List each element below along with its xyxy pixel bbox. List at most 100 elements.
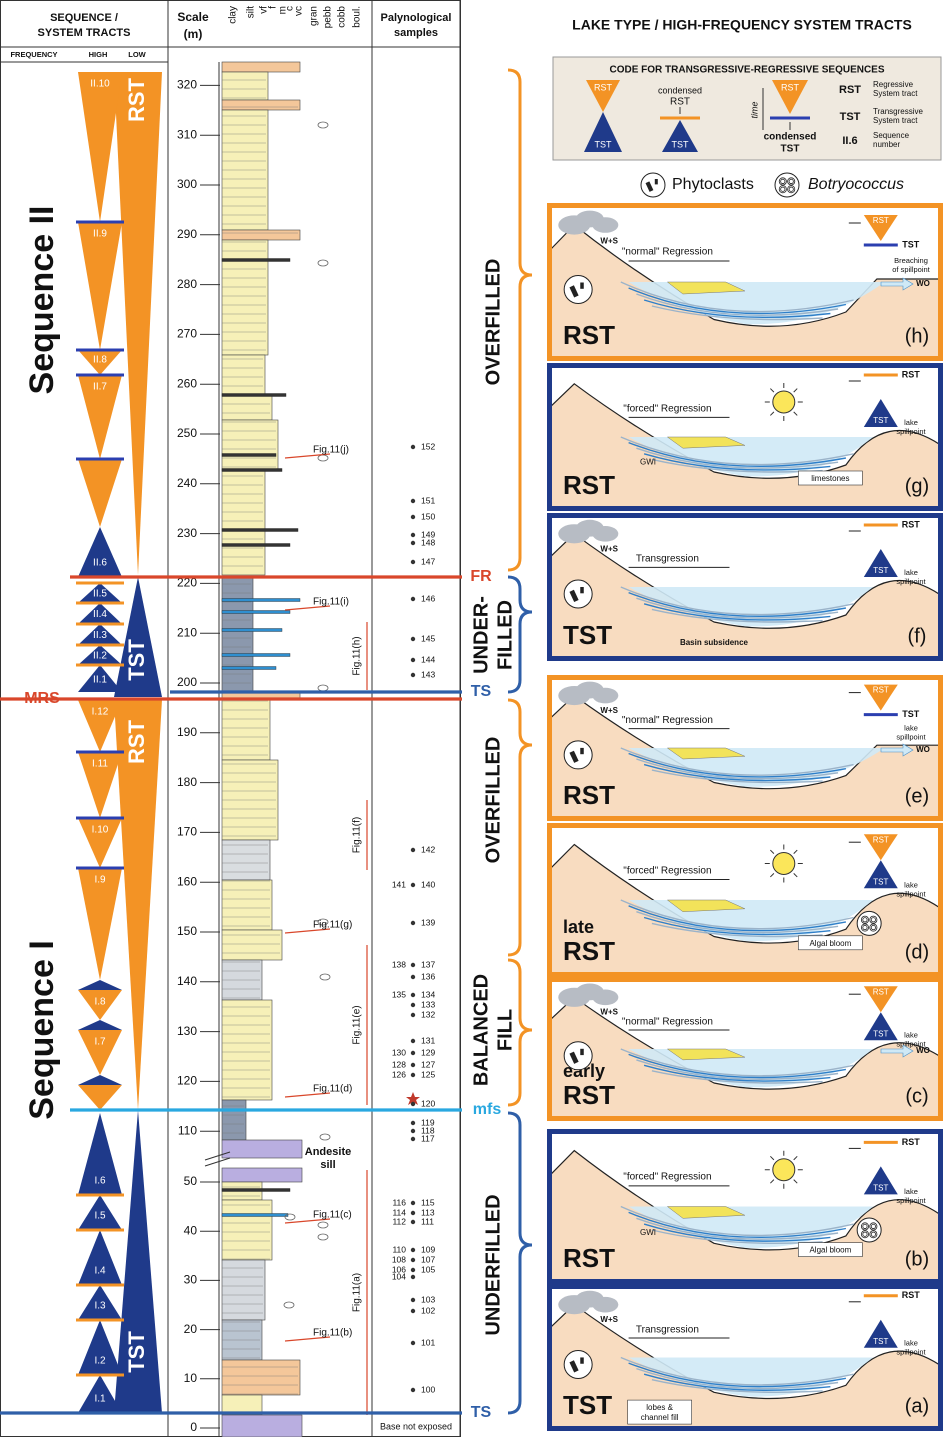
icon-label: Botryococcus (808, 176, 904, 193)
bed (222, 230, 300, 240)
panel-tract: RST (563, 936, 615, 966)
panel-note: channel fill (641, 1413, 679, 1422)
legend-title: CODE FOR TRANSGRESSIVE-REGRESSIVE SEQUEN… (609, 65, 884, 76)
sill-label: Andesite (305, 1146, 351, 1158)
botryococcus-icon (857, 911, 881, 935)
sample-label: 136 (421, 971, 435, 981)
phytoclast-icon (655, 179, 658, 184)
phytoclast-icon (564, 276, 592, 304)
sample-dot (411, 1220, 415, 1224)
header: LAKE TYPE / HIGH-FREQUENCY SYSTEM TRACTS (572, 17, 912, 33)
bed (222, 1140, 302, 1158)
figure-ref: Fig.11(f) (352, 817, 363, 854)
sample-dot (411, 1073, 415, 1077)
header: Scale (177, 10, 209, 24)
sample-label: 138 (392, 959, 406, 969)
tract-label: I.5 (94, 1211, 106, 1222)
sample-label: 127 (421, 1059, 435, 1069)
scale-label: 270 (177, 327, 197, 341)
high-frequency-tract (78, 1020, 122, 1030)
tract-label: TST (124, 639, 149, 681)
tract-label: I.8 (94, 997, 106, 1008)
sample-label: 148 (421, 537, 435, 547)
sample-label: 152 (421, 441, 435, 451)
sample-label: 133 (421, 999, 435, 1009)
sample-dot (411, 560, 415, 564)
sample-dot (411, 883, 415, 887)
tract-label: RST (124, 719, 149, 764)
tract-label: II.2 (93, 651, 107, 662)
sample-label: 141 (392, 879, 406, 889)
header: (m) (184, 27, 203, 41)
lake-type: FILLED (494, 600, 516, 670)
sample-label: 117 (421, 1133, 435, 1143)
bed (222, 420, 278, 470)
spill-label: spillpoint (896, 1196, 926, 1205)
high-frequency-tract (78, 1075, 122, 1085)
tract-label: I.3 (94, 1301, 106, 1312)
panel-tract: TST (563, 620, 612, 650)
code-label: RST (873, 835, 889, 844)
grain-size-label: pebb (323, 6, 334, 29)
legend-key: RST (839, 84, 861, 96)
fossil (318, 1234, 328, 1240)
legend-key: II.6 (842, 135, 857, 147)
panel-note: Algal bloom (809, 939, 851, 948)
header: LOW (128, 50, 146, 59)
panel-note: lobes & (646, 1403, 673, 1412)
scale-label: 320 (177, 78, 197, 92)
scale-label: 280 (177, 277, 197, 291)
sample-label: 100 (421, 1384, 435, 1394)
spill-label: spillpoint (896, 1348, 926, 1357)
tract-label: I.7 (94, 1037, 106, 1048)
scale-label: 200 (177, 675, 197, 689)
spill-label: lake (904, 880, 918, 889)
fossil (318, 260, 328, 266)
sample-label: 129 (421, 1047, 435, 1057)
thin-bed (222, 454, 276, 457)
sample-dot (411, 1129, 415, 1133)
figure-ref: Fig.11(h) (352, 636, 363, 675)
grain-size-label: silt (246, 6, 257, 18)
tract-label: II.1 (93, 674, 107, 685)
sample-dot (411, 1051, 415, 1055)
code-label: TST (873, 877, 888, 886)
scale-label: 170 (177, 825, 197, 839)
header: FREQUENCY (10, 50, 57, 59)
fossil (284, 1302, 294, 1308)
sample-dot (411, 1268, 415, 1272)
sample-dot (411, 515, 415, 519)
panel-tract: RST (563, 1080, 615, 1110)
panel-tract: TST (563, 1390, 612, 1420)
scale-label: 300 (177, 177, 197, 191)
spill-label: spillpoint (896, 733, 926, 742)
header: SEQUENCE / (50, 12, 118, 24)
bed (222, 1000, 272, 1100)
scale-label: 40 (184, 1223, 198, 1237)
cloud (592, 688, 618, 704)
figure-ref: Fig.11(i) (313, 597, 349, 608)
legend-desc: number (873, 140, 900, 149)
figure-ref: Fig.11(b) (313, 1328, 352, 1339)
scale-label: 140 (177, 974, 197, 988)
header: SYSTEM TRACTS (38, 27, 131, 39)
bed (222, 62, 300, 72)
scale-label: 230 (177, 526, 197, 540)
sample-dot (411, 445, 415, 449)
sample-dot (411, 499, 415, 503)
spill-label: of spillpoint (892, 265, 930, 274)
sample-label: 131 (421, 1035, 435, 1045)
panel-letter: (g) (905, 475, 929, 497)
header: HIGH (89, 50, 108, 59)
legend-label: condensed (658, 85, 702, 95)
phytoclast-icon (580, 587, 584, 593)
code-label: TST (902, 709, 920, 719)
spill-label: lake (904, 1030, 918, 1039)
panel-label: GWI (640, 1228, 656, 1237)
phytoclast-icon (580, 283, 584, 289)
fossil (320, 974, 330, 980)
bed (222, 880, 272, 930)
panel-label: W+S (600, 544, 618, 553)
panel-tract: RST (563, 1243, 615, 1273)
panel-letter: (c) (905, 1085, 928, 1107)
